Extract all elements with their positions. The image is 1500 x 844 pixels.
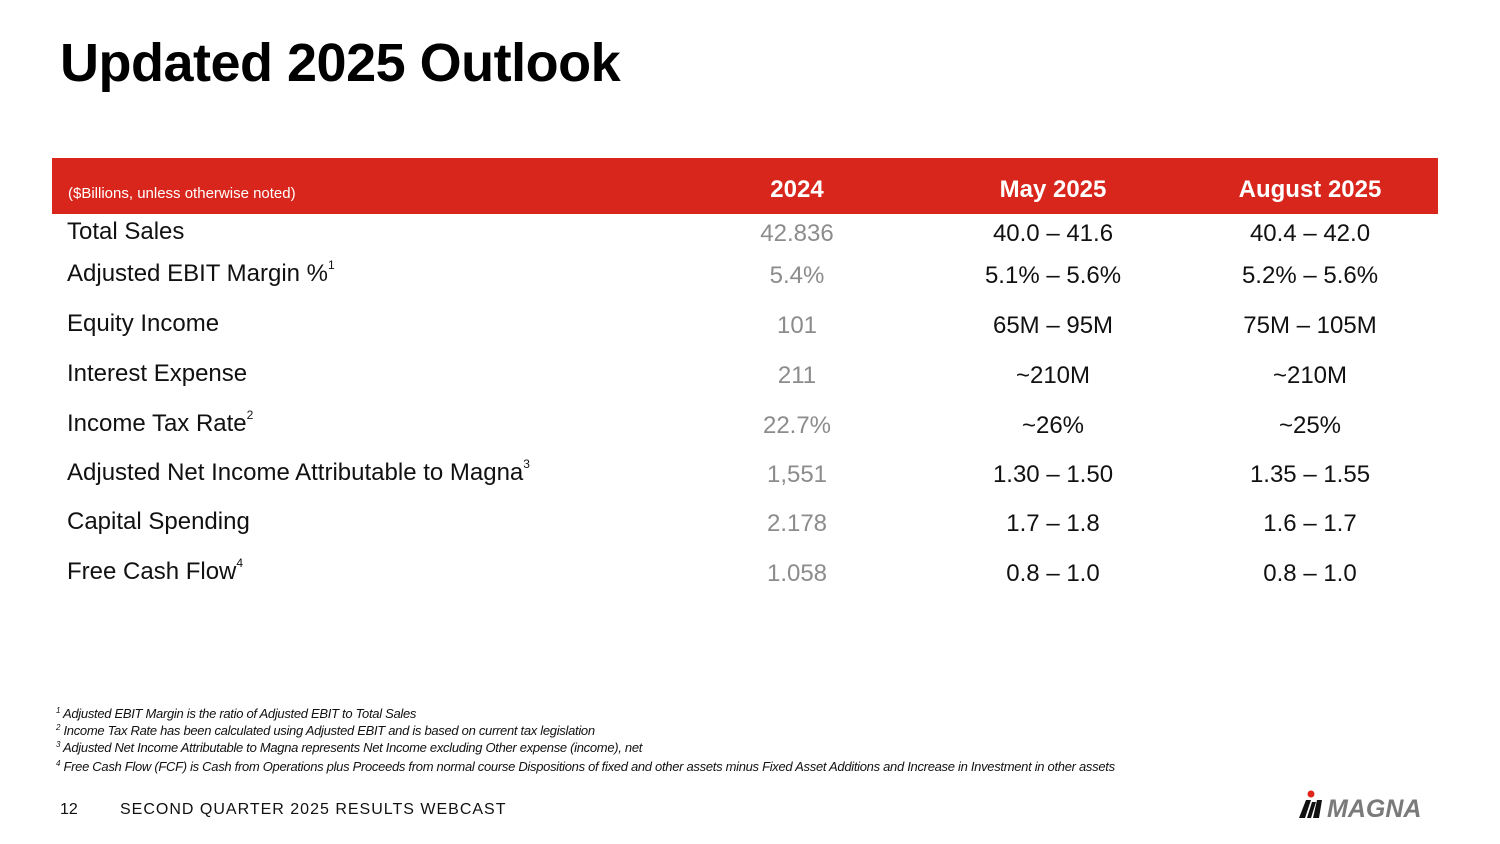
- cell-value: 101: [776, 312, 818, 339]
- footnote-text: Adjusted EBIT Margin is the ratio of Adj…: [63, 706, 417, 721]
- cell-value: 1,551: [766, 461, 828, 488]
- cell-value: ~26%: [1021, 412, 1085, 439]
- row-label: Capital Spending: [67, 508, 250, 536]
- cell-value: ~210M: [1015, 362, 1091, 389]
- column-header-may-2025: May 2025: [999, 176, 1107, 203]
- footnote-ref: 2: [246, 408, 254, 422]
- cell-value: ~210M: [1272, 362, 1348, 389]
- row-label-text: Free Cash Flow: [67, 558, 237, 585]
- table-row: Total Sales 42.836 40.0 – 41.6 40.4 – 42.0: [52, 218, 1438, 258]
- table-row: Free Cash Flow4 1.058 0.8 – 1.0 0.8 – 1.0: [52, 556, 1438, 598]
- footer-text: SECOND QUARTER 2025 RESULTS WEBCAST: [120, 801, 507, 818]
- cell-value: 5.2% – 5.6%: [1241, 262, 1379, 289]
- magna-logo: MAGNA: [1299, 790, 1421, 822]
- footnote: 1 Adjusted EBIT Margin is the ratio of A…: [56, 706, 416, 721]
- table-row: Income Tax Rate2 22.7% ~26% ~25%: [52, 408, 1438, 450]
- table-row: Adjusted EBIT Margin %1 5.4% 5.1% – 5.6% 5.…: [52, 258, 1438, 300]
- row-label-text: Income Tax Rate: [67, 410, 247, 437]
- cell-value: 1.7 – 1.8: [1006, 510, 1100, 537]
- row-label: Interest Expense: [67, 360, 247, 388]
- cell-value: 211: [777, 362, 817, 389]
- row-label-text: Equity Income: [67, 310, 220, 337]
- table-row: Equity Income 101 65M – 95M 75M – 105M: [52, 310, 1438, 350]
- cell-value: ~25%: [1278, 412, 1342, 439]
- row-label: Total Sales: [67, 218, 184, 246]
- cell-value: 42.836: [760, 220, 834, 247]
- footnote-text: Adjusted Net Income Attributable to Magn…: [63, 740, 643, 755]
- row-label: Free Cash Flow4: [67, 556, 244, 586]
- footnote-number: 4: [56, 759, 61, 768]
- page-number: 12: [60, 801, 78, 818]
- footnote-text: Income Tax Rate has been calculated usin…: [63, 723, 595, 738]
- row-label-text: Adjusted EBIT Margin %: [67, 260, 329, 287]
- cell-value: 1.6 – 1.7: [1263, 510, 1357, 537]
- row-label-text: Total Sales: [67, 218, 185, 245]
- page-title: Updated 2025 Outlook: [60, 33, 621, 93]
- footnote: 2 Income Tax Rate has been calculated us…: [56, 723, 595, 738]
- footnote-number: 1: [56, 706, 61, 715]
- svg-text:MAGNA: MAGNA: [1327, 795, 1421, 822]
- cell-value: 40.0 – 41.6: [992, 220, 1114, 247]
- footnote-ref: 1: [328, 258, 335, 272]
- footnote-ref: 3: [523, 457, 530, 471]
- row-label: Adjusted EBIT Margin %1: [67, 258, 335, 288]
- table-row: Interest Expense 211 ~210M ~210M: [52, 360, 1438, 400]
- row-label: Income Tax Rate2: [67, 408, 254, 438]
- table-header: ($Billions, unless otherwise noted) 2024…: [52, 158, 1438, 214]
- table-row: Capital Spending 2.178 1.7 – 1.8 1.6 – 1.7: [52, 508, 1438, 548]
- footnote-text: Free Cash Flow (FCF) is Cash from Operat…: [63, 759, 1115, 774]
- footnote: 4 Free Cash Flow (FCF) is Cash from Oper…: [56, 759, 1115, 774]
- footnote-number: 3: [56, 740, 61, 749]
- row-label-text: Capital Spending: [67, 508, 250, 535]
- units-note: ($Billions, unless otherwise noted): [68, 185, 296, 202]
- cell-value: 5.4%: [769, 262, 825, 289]
- cell-value: 0.8 – 1.0: [1006, 560, 1100, 587]
- row-label: Equity Income: [67, 310, 219, 338]
- table-row: Adjusted Net Income Attributable to Magn…: [52, 457, 1438, 499]
- cell-value: 1.30 – 1.50: [992, 461, 1114, 488]
- footnote: 3 Adjusted Net Income Attributable to Ma…: [56, 740, 642, 755]
- cell-value: 40.4 – 42.0: [1249, 220, 1371, 247]
- row-label-text: Adjusted Net Income Attributable to Magn…: [67, 459, 524, 486]
- column-header-2024: 2024: [770, 176, 824, 203]
- cell-value: 1.35 – 1.55: [1249, 461, 1371, 488]
- cell-value: 22.7%: [762, 412, 832, 439]
- row-label: Adjusted Net Income Attributable to Magn…: [67, 457, 530, 487]
- cell-value: 0.8 – 1.0: [1263, 560, 1357, 587]
- cell-value: 2.178: [766, 510, 828, 537]
- footnote-number: 2: [56, 723, 61, 732]
- column-header-august-2025: August 2025: [1238, 176, 1382, 203]
- cell-value: 65M – 95M: [992, 312, 1114, 339]
- cell-value: 1.058: [766, 560, 828, 587]
- footnote-ref: 4: [236, 556, 244, 570]
- row-label-text: Interest Expense: [67, 360, 248, 387]
- cell-value: 75M – 105M: [1243, 312, 1377, 339]
- cell-value: 5.1% – 5.6%: [984, 262, 1122, 289]
